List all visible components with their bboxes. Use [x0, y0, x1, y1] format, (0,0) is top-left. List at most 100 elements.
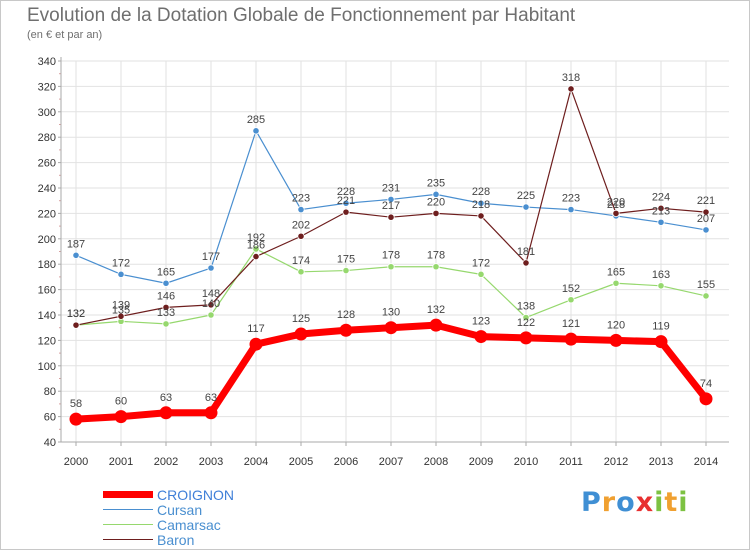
- data-label-camarsac: 132: [67, 308, 85, 320]
- data-point-croignon: [249, 337, 263, 351]
- y-tick-label: 320: [38, 81, 56, 93]
- data-point-croignon: [339, 323, 353, 337]
- data-label-camarsac: 135: [112, 304, 130, 316]
- data-label-croignon: 117: [247, 323, 265, 335]
- data-point-baron: [72, 321, 80, 329]
- data-point-camarsac: [567, 296, 575, 304]
- data-point-baron: [117, 312, 125, 320]
- data-point-camarsac: [207, 311, 215, 319]
- data-point-baron: [432, 209, 440, 217]
- data-point-camarsac: [657, 282, 665, 290]
- y-tick-label: 300: [38, 107, 56, 119]
- data-point-camarsac: [387, 263, 395, 271]
- x-tick-label: 2005: [289, 456, 313, 468]
- legend-item-croignon: CROIGNON: [103, 486, 234, 503]
- y-tick-label: 140: [38, 310, 56, 322]
- data-point-croignon: [204, 406, 218, 420]
- data-point-croignon: [114, 410, 128, 424]
- data-label-camarsac: 175: [337, 254, 355, 266]
- y-tick-label: 280: [38, 132, 56, 144]
- legend-item-camarsac: Camarsac: [103, 516, 221, 533]
- chart-subtitle: (en € et par an): [27, 29, 103, 41]
- data-label-cursan: 223: [562, 193, 580, 205]
- data-label-camarsac: 165: [607, 266, 625, 278]
- legend-swatch-baron: [103, 539, 153, 540]
- data-point-croignon: [429, 318, 443, 332]
- legend-label-croignon: CROIGNON: [157, 486, 234, 503]
- x-tick-label: 2012: [604, 456, 628, 468]
- data-point-cursan: [387, 195, 395, 204]
- legend-label-camarsac: Camarsac: [157, 516, 221, 533]
- data-point-cursan: [72, 251, 80, 259]
- data-label-baron: 181: [517, 246, 535, 258]
- data-label-baron: 202: [292, 219, 310, 231]
- data-label-baron: 220: [427, 196, 445, 208]
- x-tick-label: 2009: [469, 456, 493, 468]
- y-tick-label: 260: [38, 158, 56, 170]
- legend-item-baron: Baron: [103, 532, 194, 548]
- data-point-camarsac: [702, 292, 710, 300]
- data-point-camarsac: [477, 270, 485, 278]
- data-point-baron: [567, 85, 575, 93]
- x-tick-label: 2006: [334, 456, 358, 468]
- data-point-baron: [477, 212, 485, 220]
- data-point-baron: [297, 232, 305, 240]
- data-label-baron: 318: [562, 72, 580, 84]
- logo-letter: i: [654, 487, 665, 518]
- legend-label-cursan: Cursan: [157, 501, 203, 518]
- data-label-cursan: 213: [652, 205, 670, 217]
- data-label-camarsac: 163: [652, 269, 670, 281]
- data-point-croignon: [654, 335, 668, 349]
- x-tick-label: 2003: [199, 456, 223, 468]
- data-point-cursan: [297, 205, 305, 214]
- data-label-baron: 220: [607, 196, 625, 208]
- data-point-cursan: [342, 199, 350, 207]
- data-label-baron: 132: [67, 308, 85, 320]
- legend-swatch-camarsac: [103, 524, 153, 525]
- data-label-camarsac: 155: [697, 279, 715, 291]
- data-label-baron: 218: [472, 199, 490, 211]
- data-point-croignon: [609, 333, 623, 347]
- y-tick-label: 100: [38, 361, 56, 373]
- data-label-croignon: 58: [70, 398, 82, 410]
- x-axis-ticks: 2000 2001 2002 2003 2004 2005 2006 2007 2008 2009…: [64, 456, 718, 468]
- data-label-camarsac: 172: [472, 257, 490, 269]
- chart-title: Evolution de la Dotation Globale de Fonc…: [27, 5, 576, 26]
- legend-swatch-croignon: [103, 491, 153, 498]
- x-tick-label: 2014: [694, 456, 718, 468]
- data-point-baron: [387, 213, 395, 221]
- data-label-cursan: 225: [517, 190, 535, 202]
- data-point-cursan: [207, 264, 215, 272]
- x-tick-label: 2013: [649, 456, 673, 468]
- x-tick-label: 2007: [379, 456, 403, 468]
- data-point-croignon: [69, 412, 83, 426]
- data-label-cursan: 285: [247, 114, 265, 126]
- data-point-cursan: [252, 127, 260, 135]
- data-label-baron: 139: [112, 299, 130, 311]
- data-label-croignon: 63: [160, 392, 172, 404]
- data-label-croignon: 121: [562, 318, 580, 330]
- data-label-cursan: 187: [67, 238, 85, 250]
- y-tick-label: 160: [38, 285, 56, 297]
- data-label-croignon: 63: [205, 392, 217, 404]
- data-label-croignon: 60: [115, 396, 127, 408]
- logo-letter: t: [664, 487, 679, 518]
- data-point-cursan: [522, 203, 530, 211]
- data-point-camarsac: [432, 263, 440, 271]
- data-label-croignon: 120: [607, 319, 625, 331]
- data-point-cursan: [702, 226, 710, 234]
- data-label-croignon: 125: [292, 313, 310, 325]
- legend-swatch-cursan: [103, 509, 153, 510]
- data-point-cursan: [657, 218, 665, 226]
- data-label-croignon: 74: [700, 378, 712, 390]
- proxiti-logo: Proxiti: [581, 487, 689, 518]
- x-tick-label: 2002: [154, 456, 178, 468]
- y-tick-label: 80: [44, 386, 56, 398]
- data-label-cursan: 235: [427, 177, 445, 189]
- y-tick-label: 120: [38, 335, 56, 347]
- data-label-croignon: 119: [652, 321, 670, 333]
- data-point-baron: [612, 209, 620, 217]
- data-label-camarsac: 178: [382, 250, 400, 262]
- data-label-baron: 224: [652, 191, 670, 203]
